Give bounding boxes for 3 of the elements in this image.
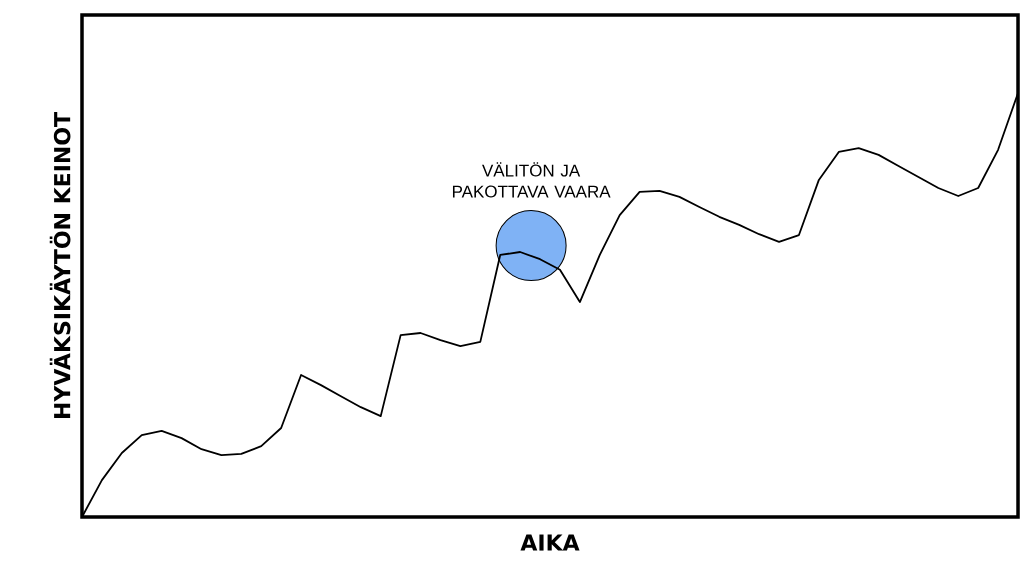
y-axis-title: HYVÄKSIKÄYTÖN KEINOT	[49, 112, 71, 418]
annotation: VÄLITÖN JA PAKOTTAVA VAARA	[452, 162, 611, 198]
x-axis-title: AIKA	[520, 534, 580, 551]
